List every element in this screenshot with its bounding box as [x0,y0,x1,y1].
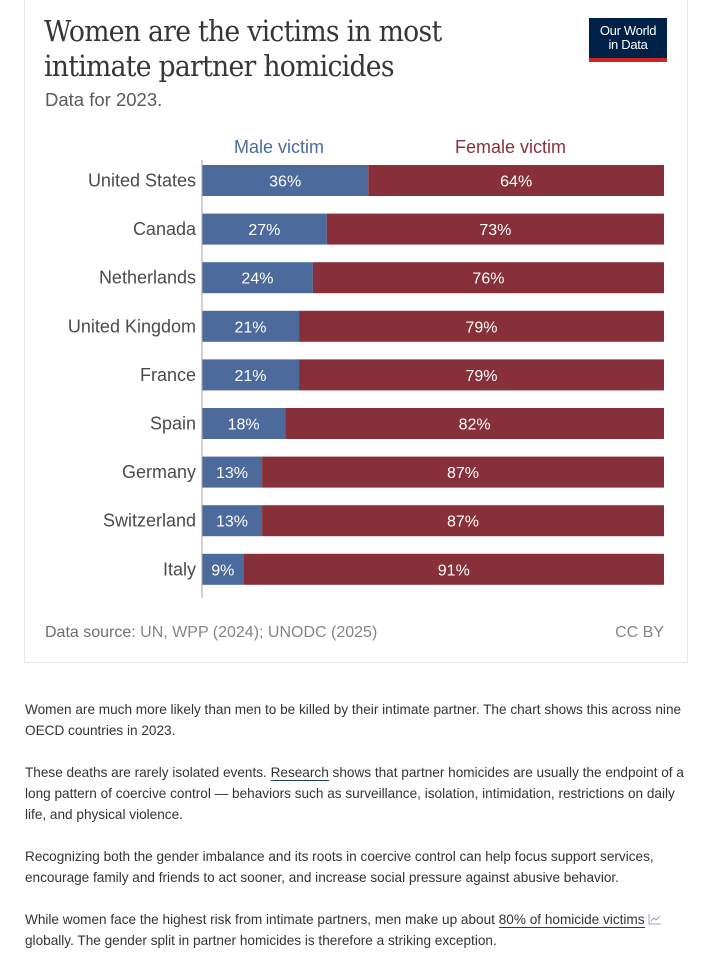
category-label-spain: Spain [150,414,196,434]
paragraph-4-text-a: While women face the highest risk from i… [25,912,499,927]
category-label-united-states: United States [88,171,196,191]
female-bar-italy [243,553,664,585]
category-label-italy: Italy [163,559,196,579]
paragraph-4: While women face the highest risk from i… [25,909,695,951]
male-bar-canada-label: 27% [248,222,280,239]
chart-title: Women are the victims in most intimate p… [44,14,442,83]
male-bar-italy-label: 9% [211,562,234,579]
female-bar-france [299,359,664,391]
female-bar-united-kingdom [299,310,664,342]
male-bar-switzerland-label: 13% [216,514,248,531]
owid-logo[interactable]: Our World in Data [589,18,667,62]
female-bar-canada [326,213,664,245]
logo-line-1: Our World [599,23,657,38]
male-bar-united-states [202,165,369,196]
female-bar-united-states [368,165,664,196]
data-source: Data source: UN, WPP (2024); UNODC (2025… [45,624,377,642]
paragraph-2: These deaths are rarely isolated events.… [25,762,695,825]
category-label-germany: Germany [122,462,196,482]
paragraph-1: Women are much more likely than men to b… [25,702,682,738]
female-bar-spain-label: 82% [459,417,491,434]
legend-male-victim: Male victim [234,137,325,157]
research-link[interactable]: Research [270,765,329,781]
category-label-switzerland: Switzerland [103,511,196,531]
female-bar-united-kingdom-label: 79% [465,319,497,336]
paragraph-2-text-b: shows that partner homicides are usually… [25,765,684,822]
male-bar-spain-label: 18% [228,417,260,434]
male-bar-germany-label: 13% [216,465,248,482]
license-label[interactable]: CC BY [615,624,664,641]
male-bar-united-states-label: 36% [269,174,301,191]
male-bar-united-kingdom-label: 21% [234,319,266,336]
female-bar-united-states-label: 64% [500,174,532,191]
female-bar-switzerland [262,505,664,537]
male-bar-netherlands-label: 24% [241,271,273,288]
female-bar-germany [262,456,664,488]
male-bar-netherlands [202,262,313,294]
female-bar-france-label: 79% [465,368,497,385]
male-bar-france [202,359,300,391]
data-source-text: UN, WPP (2024); UNODC (2025) [135,624,378,641]
paragraph-4-text-b: globally. The gender split in partner ho… [25,933,497,948]
category-label-united-kingdom: United Kingdom [68,316,196,336]
category-label-france: France [140,365,196,385]
female-bar-italy-label: 91% [438,562,470,579]
category-label-netherlands: Netherlands [99,268,196,288]
category-label-canada: Canada [133,219,197,239]
female-bar-netherlands-label: 76% [472,271,504,288]
female-bar-netherlands [312,262,664,294]
logo-line-2: in Data [608,37,648,52]
male-bar-france-label: 21% [234,368,266,385]
chart-subtitle: Data for 2023. [45,89,163,110]
article-body: Women are much more likely than men to b… [25,699,695,972]
homicide-victims-link[interactable]: 80% of homicide victims [498,912,645,928]
legend-female-victim: Female victim [455,137,567,157]
paragraph-2-text-a: These deaths are rarely isolated events. [25,765,271,780]
male-bar-switzerland [202,505,263,537]
stacked-bar-chart: United States 36% 64% Canada 27% 73% Netherlan… [68,160,664,598]
paragraph-3: Recognizing both the gender imbalance an… [25,849,654,885]
male-bar-italy [202,553,244,585]
line-chart-icon [648,914,661,925]
data-source-label: Data source: [45,624,136,641]
female-bar-germany-label: 87% [447,465,479,482]
female-bar-canada-label: 73% [479,222,511,239]
male-bar-spain [202,408,286,439]
female-bar-switzerland-label: 87% [447,514,479,531]
male-bar-germany [202,456,263,488]
male-bar-united-kingdom [202,310,300,342]
female-bar-spain [285,408,664,439]
male-bar-canada [202,213,327,245]
